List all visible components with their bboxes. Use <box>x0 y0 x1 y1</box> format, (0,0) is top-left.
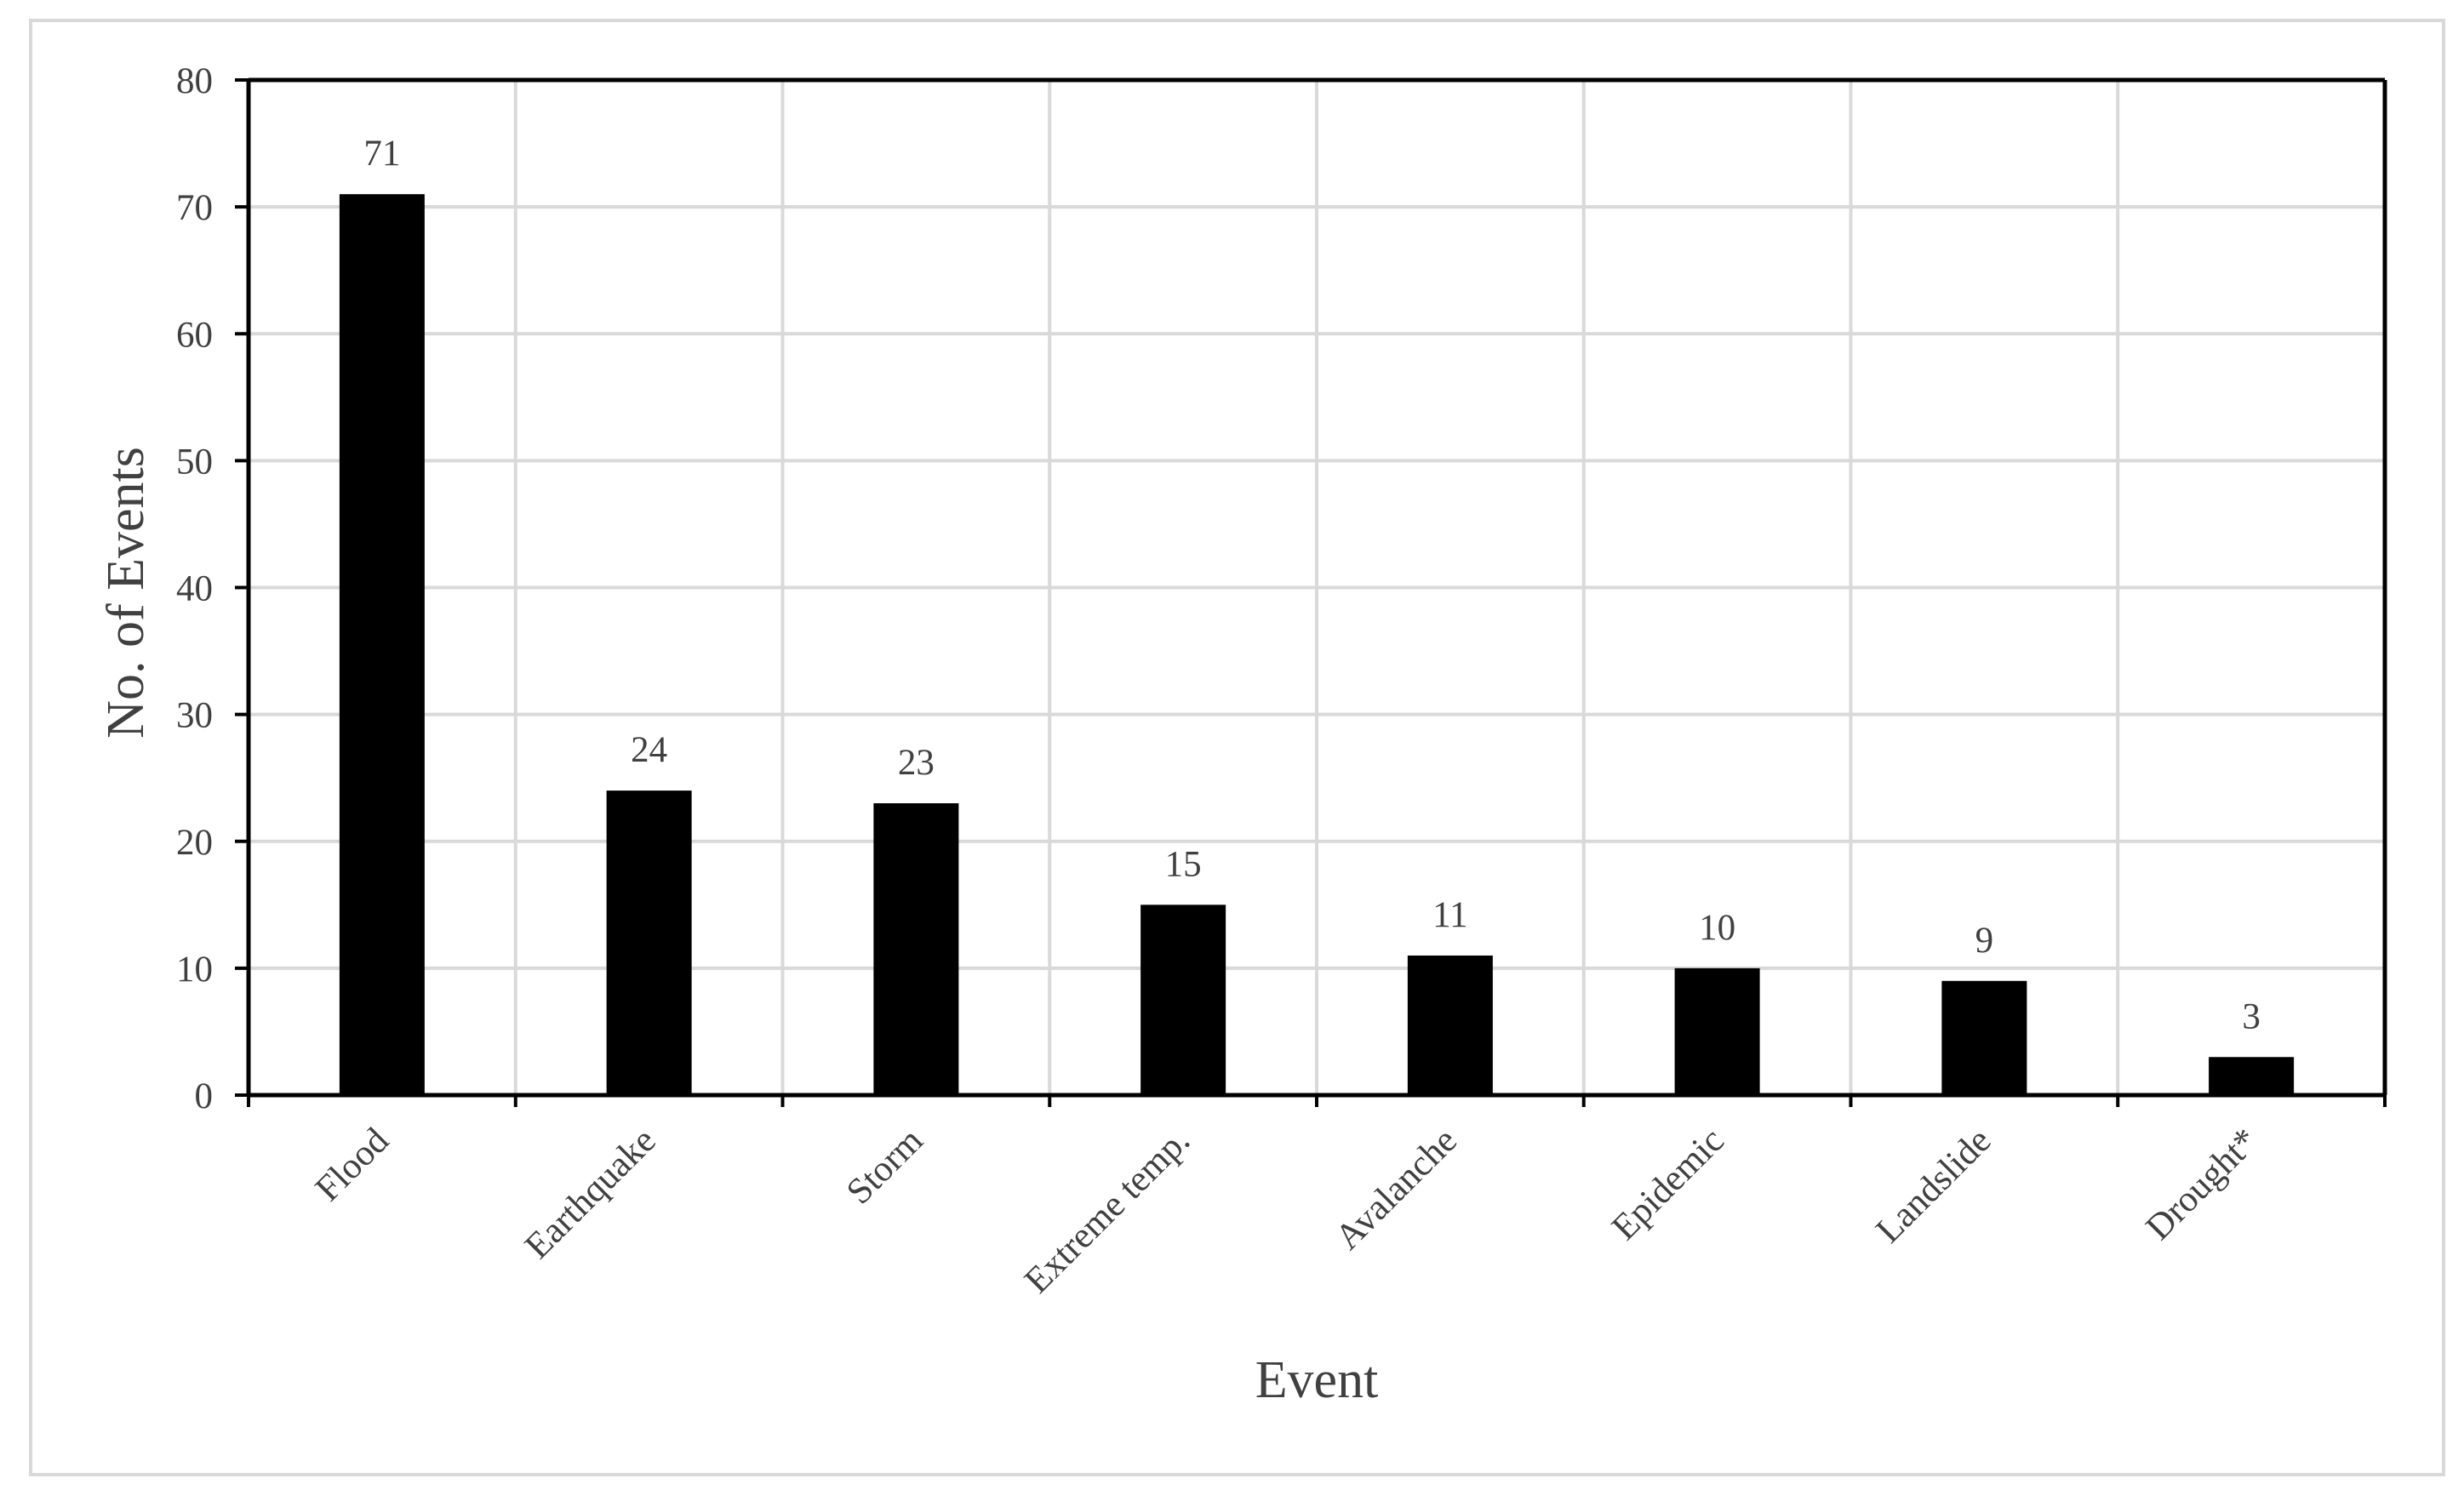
data-labels: 71 24 23 15 11 10 9 3 <box>363 134 2261 1036</box>
y-tick-labels: 0 10 20 30 40 50 60 70 80 <box>176 61 213 1116</box>
y-tick-label: 50 <box>176 442 213 482</box>
grid-lines <box>249 80 2385 1095</box>
bar-earthquake <box>606 790 692 1095</box>
bar-landslide <box>1941 980 2027 1095</box>
data-label: 11 <box>1432 895 1467 935</box>
y-tick-label: 70 <box>176 188 213 228</box>
data-label: 23 <box>898 743 935 783</box>
data-label: 3 <box>2242 996 2261 1036</box>
y-tick-label: 0 <box>195 1076 214 1116</box>
bar-avalanche <box>1407 955 1493 1095</box>
data-label: 9 <box>1975 921 1994 961</box>
data-label: 24 <box>631 730 667 770</box>
bar-extreme-temp <box>1141 905 1226 1095</box>
y-tick-label: 60 <box>176 315 213 355</box>
data-label: 15 <box>1165 844 1202 884</box>
bar-flood <box>339 194 425 1095</box>
y-tick-label: 40 <box>176 569 213 609</box>
y-tick-label: 20 <box>176 823 213 863</box>
chart-outer-border <box>29 19 2445 1476</box>
y-tick-label: 10 <box>176 950 213 990</box>
plot-frame <box>235 77 2387 1107</box>
y-tick-label: 80 <box>176 61 213 101</box>
x-axis-title: Event <box>1255 1351 1379 1409</box>
bar-storm <box>873 803 959 1095</box>
y-axis-title: No. of Events <box>97 447 155 739</box>
data-label: 10 <box>1699 908 1735 948</box>
bars <box>339 194 2295 1095</box>
bar-epidemic <box>1674 967 1760 1095</box>
y-tick-label: 30 <box>176 696 213 736</box>
data-label: 71 <box>363 134 400 174</box>
bar-drought <box>2209 1057 2295 1095</box>
